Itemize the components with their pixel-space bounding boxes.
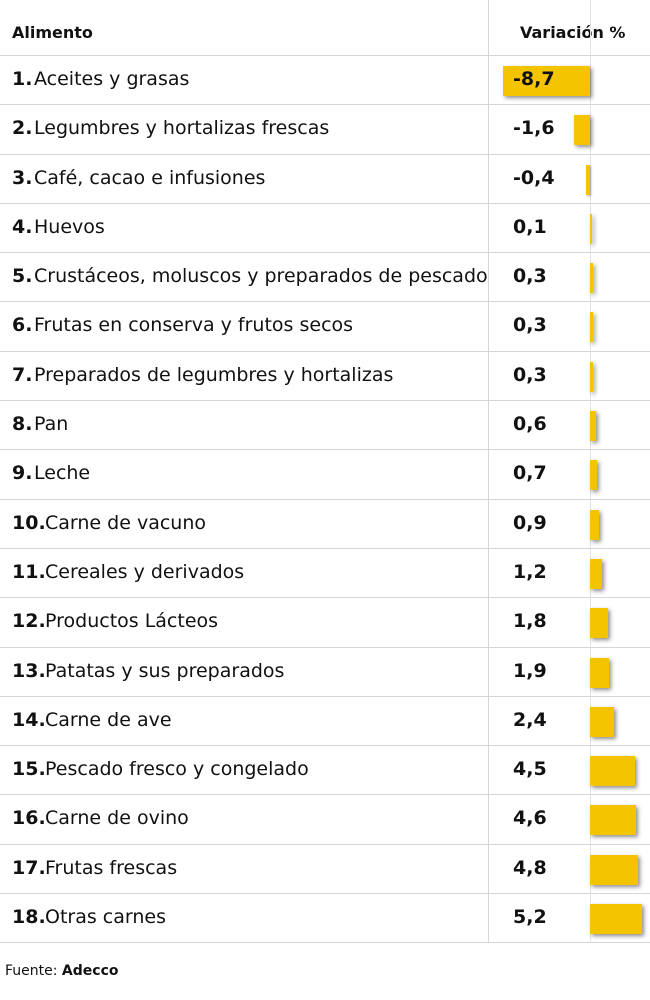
row-rank: 7.: [12, 363, 33, 386]
row-variation-value: 0,6: [513, 413, 547, 436]
row-food-name: Productos Lácteos: [45, 610, 219, 633]
variation-bar: [586, 164, 590, 195]
row-variation-value: 0,1: [513, 215, 547, 238]
row-variation-value: 2,4: [513, 708, 547, 731]
table-row: 14. Carne de ave 2,4: [0, 697, 650, 747]
variation-bar: [590, 558, 602, 589]
table-row: 5. Crustáceos, moluscos y preparados de p…: [0, 253, 650, 303]
variation-bar: [590, 706, 614, 737]
variation-bar: [590, 657, 609, 688]
row-rank: 9.: [12, 462, 33, 485]
row-rank: 12.: [12, 610, 46, 633]
row-food-name: Pescado fresco y congelado: [45, 758, 309, 781]
row-rank: 5.: [12, 265, 33, 288]
table-row: 1. Aceites y grasas -8,7: [0, 56, 650, 106]
table-row: 4. Huevos 0,1: [0, 204, 650, 254]
row-variation-value: 4,6: [513, 807, 547, 830]
row-variation-value: -8,7: [513, 68, 555, 90]
table-row: 17. Frutas frescas 4,8: [0, 845, 650, 895]
table-row: 11. Cereales y derivados 1,2: [0, 549, 650, 599]
table-row: 3. Café, cacao e infusiones -0,4: [0, 155, 650, 204]
row-food-name: Pan: [34, 413, 69, 436]
table-header: Alimento Variación %: [0, 0, 650, 56]
row-variation-value: 4,8: [513, 856, 547, 879]
source-label: Fuente:: [5, 963, 58, 979]
table-row: 7. Preparados de legumbres y hortalizas 0,…: [0, 352, 650, 402]
variation-bar: [590, 904, 642, 935]
variation-column-header: Variación %: [520, 23, 626, 42]
row-food-name: Frutas frescas: [45, 856, 178, 879]
row-variation-value: 1,8: [513, 610, 547, 633]
row-food-name: Preparados de legumbres y hortalizas: [34, 363, 394, 386]
row-rank: 13.: [12, 659, 46, 682]
row-food-name: Huevos: [34, 215, 105, 238]
row-food-name: Leche: [34, 462, 91, 485]
row-rank: 10.: [12, 511, 46, 534]
source-name: Adecco: [61, 963, 119, 979]
table-row: 6. Frutas en conserva y frutos secos 0,3: [0, 302, 650, 352]
row-food-name: Frutas en conserva y frutos secos: [34, 314, 354, 337]
row-variation-value: 1,9: [513, 659, 547, 682]
table-row: 15. Pescado fresco y congelado 4,5: [0, 746, 650, 796]
variation-bar: [590, 509, 599, 540]
row-food-name: Café, cacao e infusiones: [34, 166, 266, 189]
table-row: 10. Carne de vacuno 0,9: [0, 500, 650, 549]
row-rank: 16.: [12, 807, 46, 830]
row-variation-value: -0,4: [513, 166, 555, 189]
row-food-name: Aceites y grasas: [34, 68, 190, 90]
table-body: 1. Aceites y grasas -8,7 2. Legumbres y hort…: [0, 56, 650, 944]
row-food-name: Carne de ovino: [45, 807, 189, 830]
table-row: 13. Patatas y sus preparados 1,9: [0, 648, 650, 697]
column-divider: [488, 0, 489, 943]
variation-bar: [590, 411, 596, 442]
row-food-name: Cereales y derivados: [45, 560, 245, 583]
row-rank: 17.: [12, 856, 46, 879]
table-row: 8. Pan 0,6: [0, 401, 650, 451]
row-rank: 6.: [12, 314, 33, 337]
row-variation-value: 5,2: [513, 906, 547, 929]
row-rank: 1.: [12, 68, 33, 90]
variation-bar: [503, 66, 590, 96]
row-food-name: Carne de vacuno: [45, 511, 206, 534]
row-rank: 14.: [12, 708, 46, 731]
row-rank: 18.: [12, 906, 46, 929]
variation-bar: [590, 361, 593, 392]
table-row: 18. Otras carnes 5,2: [0, 894, 650, 944]
row-food-name: Legumbres y hortalizas frescas: [34, 117, 330, 140]
row-rank: 3.: [12, 166, 33, 189]
row-rank: 11.: [12, 560, 46, 583]
row-food-name: Otras carnes: [45, 906, 166, 929]
row-variation-value: 0,3: [513, 363, 547, 386]
row-food-name: Patatas y sus preparados: [45, 659, 285, 682]
row-rank: 15.: [12, 758, 46, 781]
variation-bar: [590, 854, 638, 885]
row-food-name: Carne de ave: [45, 708, 172, 731]
food-column-header: Alimento: [12, 23, 93, 42]
variation-bar: [590, 805, 636, 836]
variation-table: Alimento Variación % 1. Aceites y grasas -…: [0, 0, 650, 944]
row-rank: 2.: [12, 117, 33, 140]
variation-bar: [574, 115, 590, 146]
table-row: 16. Carne de ovino 4,6: [0, 795, 650, 845]
row-variation-value: 1,2: [513, 560, 547, 583]
row-variation-value: 4,5: [513, 758, 547, 781]
source-note: Fuente: Adecco: [5, 963, 119, 979]
row-variation-value: 0,7: [513, 462, 547, 485]
row-rank: 8.: [12, 413, 33, 436]
variation-bar: [590, 263, 593, 294]
row-rank: 4.: [12, 215, 33, 238]
row-variation-value: 0,3: [513, 314, 547, 337]
table-row: 9. Leche 0,7: [0, 450, 650, 500]
table-row: 12. Productos Lácteos 1,8: [0, 598, 650, 648]
variation-bar: [590, 756, 635, 787]
row-variation-value: 0,3: [513, 265, 547, 288]
row-food-name: Crustáceos, moluscos y preparados de pes…: [34, 265, 488, 288]
row-variation-value: -1,6: [513, 117, 555, 140]
variation-bar: [590, 460, 597, 491]
variation-bar: [590, 312, 593, 343]
table-row: 2. Legumbres y hortalizas frescas -1,6: [0, 105, 650, 155]
variation-bar: [590, 213, 592, 244]
row-variation-value: 0,9: [513, 511, 547, 534]
variation-bar: [590, 608, 608, 639]
